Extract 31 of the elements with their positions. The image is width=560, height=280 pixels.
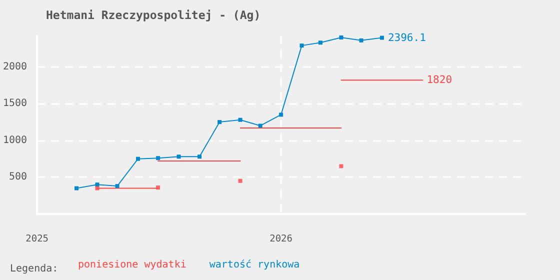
point (74, 186, 79, 190)
point (238, 178, 242, 183)
point (218, 120, 222, 124)
y-tick-label: 1000 (2, 134, 28, 146)
y-tick-label: 1500 (2, 98, 28, 110)
point (258, 124, 262, 128)
point (156, 156, 160, 160)
point (198, 154, 202, 159)
x-tick-label: 2025 (26, 234, 49, 244)
point (95, 182, 100, 187)
data-label: 1820 (426, 74, 452, 86)
y-tick-label: 500 (9, 172, 28, 183)
point (339, 164, 344, 168)
point (176, 154, 181, 159)
x-tick-label: 2026 (270, 234, 293, 244)
point (238, 118, 242, 122)
text: poniesione wydatki (78, 260, 186, 270)
legend-title: Legenda: (10, 264, 58, 274)
point (300, 44, 304, 48)
point (136, 156, 140, 161)
point (380, 36, 384, 40)
point (339, 35, 344, 40)
point (156, 186, 160, 190)
chart-title: Hetmani Rzeczypospolitej - (Ag) (46, 8, 261, 22)
point (359, 38, 364, 42)
y-tick-label: 2000 (2, 61, 28, 72)
point (318, 40, 322, 45)
point (115, 184, 120, 188)
point (95, 186, 100, 190)
text: wartość rynkowa (209, 258, 300, 270)
data-label: 2396.1 (388, 32, 426, 44)
